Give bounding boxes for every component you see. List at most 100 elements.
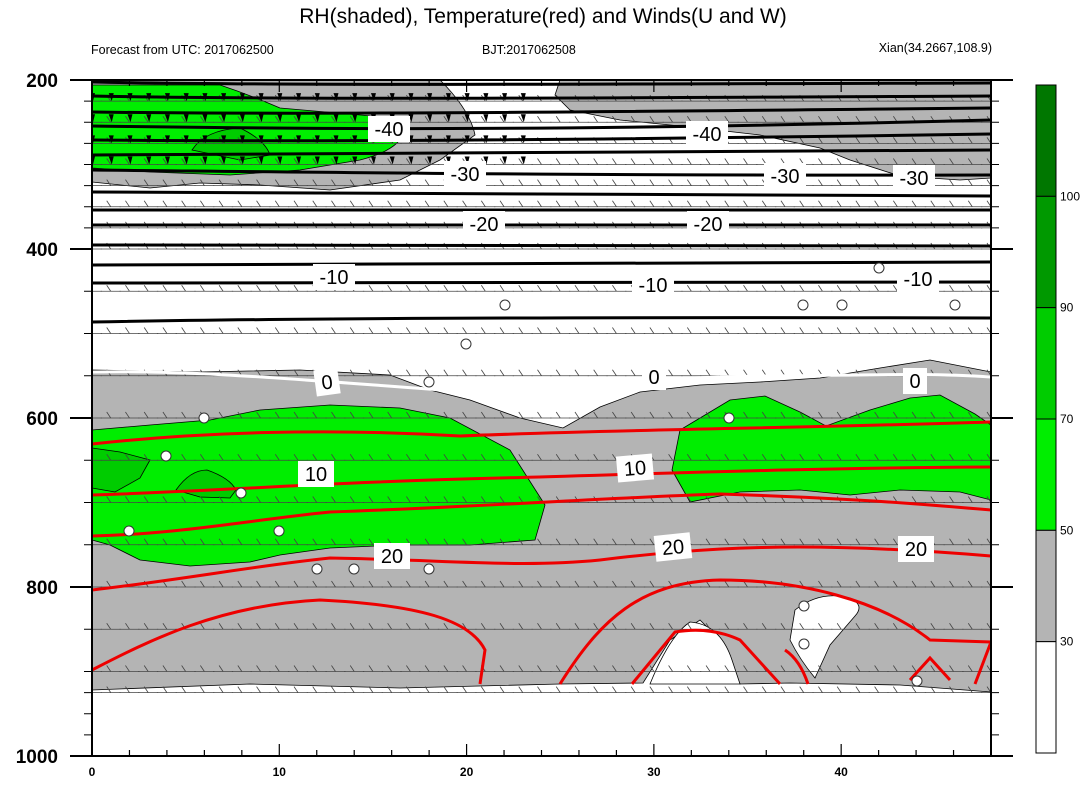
wind-barb-feather — [424, 580, 430, 588]
wind-barb-feather — [406, 369, 411, 376]
wind-barb-feather — [593, 116, 599, 123]
wind-barb-feather — [293, 369, 299, 376]
wind-barb-flag — [352, 114, 358, 123]
wind-barb-feather — [630, 686, 636, 693]
wind-barb-feather — [462, 665, 467, 672]
wind-barb-feather — [518, 496, 524, 503]
wind-barb-feather — [331, 327, 336, 334]
wind-barb-feather — [312, 116, 318, 123]
wind-barb-feather — [480, 580, 486, 588]
wind-barb-feather — [743, 665, 748, 672]
wind-barb-feather — [237, 411, 243, 419]
wind-barb-feather — [293, 454, 299, 461]
wind-barb-feather — [855, 686, 861, 693]
wind-barb-flag — [502, 114, 508, 123]
wind-barb-feather — [274, 686, 280, 693]
wind-barb-feather — [930, 158, 936, 165]
wind-barb-feather — [106, 327, 112, 334]
wind-barb-feather — [668, 369, 673, 376]
wind-barb-feather — [181, 285, 186, 292]
wind-barb-feather — [143, 327, 149, 334]
wind-barb-feather — [462, 411, 467, 419]
wind-barb-feather — [930, 327, 936, 334]
wind-barb-flag — [277, 156, 283, 165]
wind-barb-feather — [687, 411, 692, 419]
wind-barb-feather — [649, 580, 655, 588]
wind-barb-feather — [874, 200, 879, 207]
colorbar-box — [1035, 529, 1057, 643]
wind-barb-feather — [200, 496, 205, 503]
wind-barb-feather — [218, 411, 224, 419]
wind-barb-feather — [331, 538, 336, 545]
wind-barb-feather — [949, 179, 954, 186]
wind-barb-feather — [668, 116, 673, 123]
y-tick-label: 1000 — [16, 747, 58, 768]
wind-barb-feather — [818, 538, 823, 545]
wind-barb-feather — [274, 116, 280, 123]
wind-barb-flag — [258, 114, 264, 123]
wind-barb-flag — [146, 156, 152, 165]
wind-barb-feather — [574, 369, 580, 376]
wind-barb-feather — [743, 623, 748, 630]
wind-barb-feather — [200, 538, 205, 545]
wind-barb-flag — [370, 156, 376, 165]
wind-barb-feather — [162, 411, 168, 419]
label-minus40-a: -40 — [375, 119, 404, 141]
wind-barb-feather — [930, 665, 936, 672]
wind-barb-feather — [668, 158, 673, 165]
wind-barb-feather — [331, 411, 336, 419]
subtitle-forecast: Forecast from UTC: 2017062500 — [91, 43, 274, 57]
colorbar-label: 100 — [1060, 189, 1080, 203]
wind-barb-feather — [724, 686, 730, 693]
wind-barb-feather — [649, 686, 655, 693]
wind-barb-feather — [911, 580, 917, 588]
wind-barb-feather — [424, 623, 430, 630]
wind-barb-feather — [349, 454, 355, 461]
wind-barb-feather — [724, 369, 730, 376]
wind-barb-feather — [555, 411, 561, 419]
wind-barb-feather — [893, 411, 898, 419]
wind-barb-feather — [874, 179, 879, 186]
wind-barb-feather — [555, 665, 561, 672]
wind-barb-feather — [349, 623, 355, 630]
wind-barb-feather — [780, 623, 786, 630]
wind-barb-feather — [125, 538, 130, 545]
label-20-a: 20 — [381, 546, 403, 568]
wind-barb-feather — [612, 285, 617, 292]
wind-barb-feather — [855, 327, 861, 334]
wind-barb-feather — [312, 623, 318, 630]
wind-barb-feather — [687, 496, 692, 503]
wind-barb-feather — [949, 496, 954, 503]
wind-barb-feather — [593, 454, 599, 461]
wind-barb-flag — [239, 156, 245, 165]
wind-barb-feather — [836, 665, 842, 672]
wind-barb-feather — [368, 411, 374, 419]
wind-barb-feather — [949, 538, 954, 545]
wind-barb-flag — [520, 114, 526, 123]
wind-barb-feather — [893, 158, 898, 165]
wind-barb-feather — [218, 686, 224, 693]
wind-barb-feather — [368, 179, 374, 186]
wind-barb-feather — [256, 369, 261, 376]
wind-barb-feather — [143, 411, 149, 419]
wind-barb-flag — [296, 114, 302, 123]
wind-barb-feather — [874, 580, 879, 588]
wind-barb-feather — [799, 116, 805, 123]
wind-barb-feather — [181, 327, 186, 334]
y-tick-label: 600 — [26, 409, 58, 430]
wind-barb-feather — [274, 665, 280, 672]
wind-barb-feather — [499, 327, 505, 334]
x-axis: 0 10 20 30 40 — [89, 80, 992, 779]
wind-barb-feather — [593, 327, 599, 334]
wind-barb-feather — [612, 158, 617, 165]
wind-barb-feather — [555, 158, 561, 165]
wind-barb-feather — [181, 158, 186, 165]
wind-barb-feather — [424, 327, 430, 334]
wind-barb-feather — [612, 179, 617, 186]
wind-barb-feather — [293, 580, 299, 588]
wind-barb-feather — [518, 580, 524, 588]
wind-barb-feather — [368, 200, 374, 207]
wind-barb-feather — [218, 158, 224, 165]
wind-barb-feather — [855, 665, 861, 672]
